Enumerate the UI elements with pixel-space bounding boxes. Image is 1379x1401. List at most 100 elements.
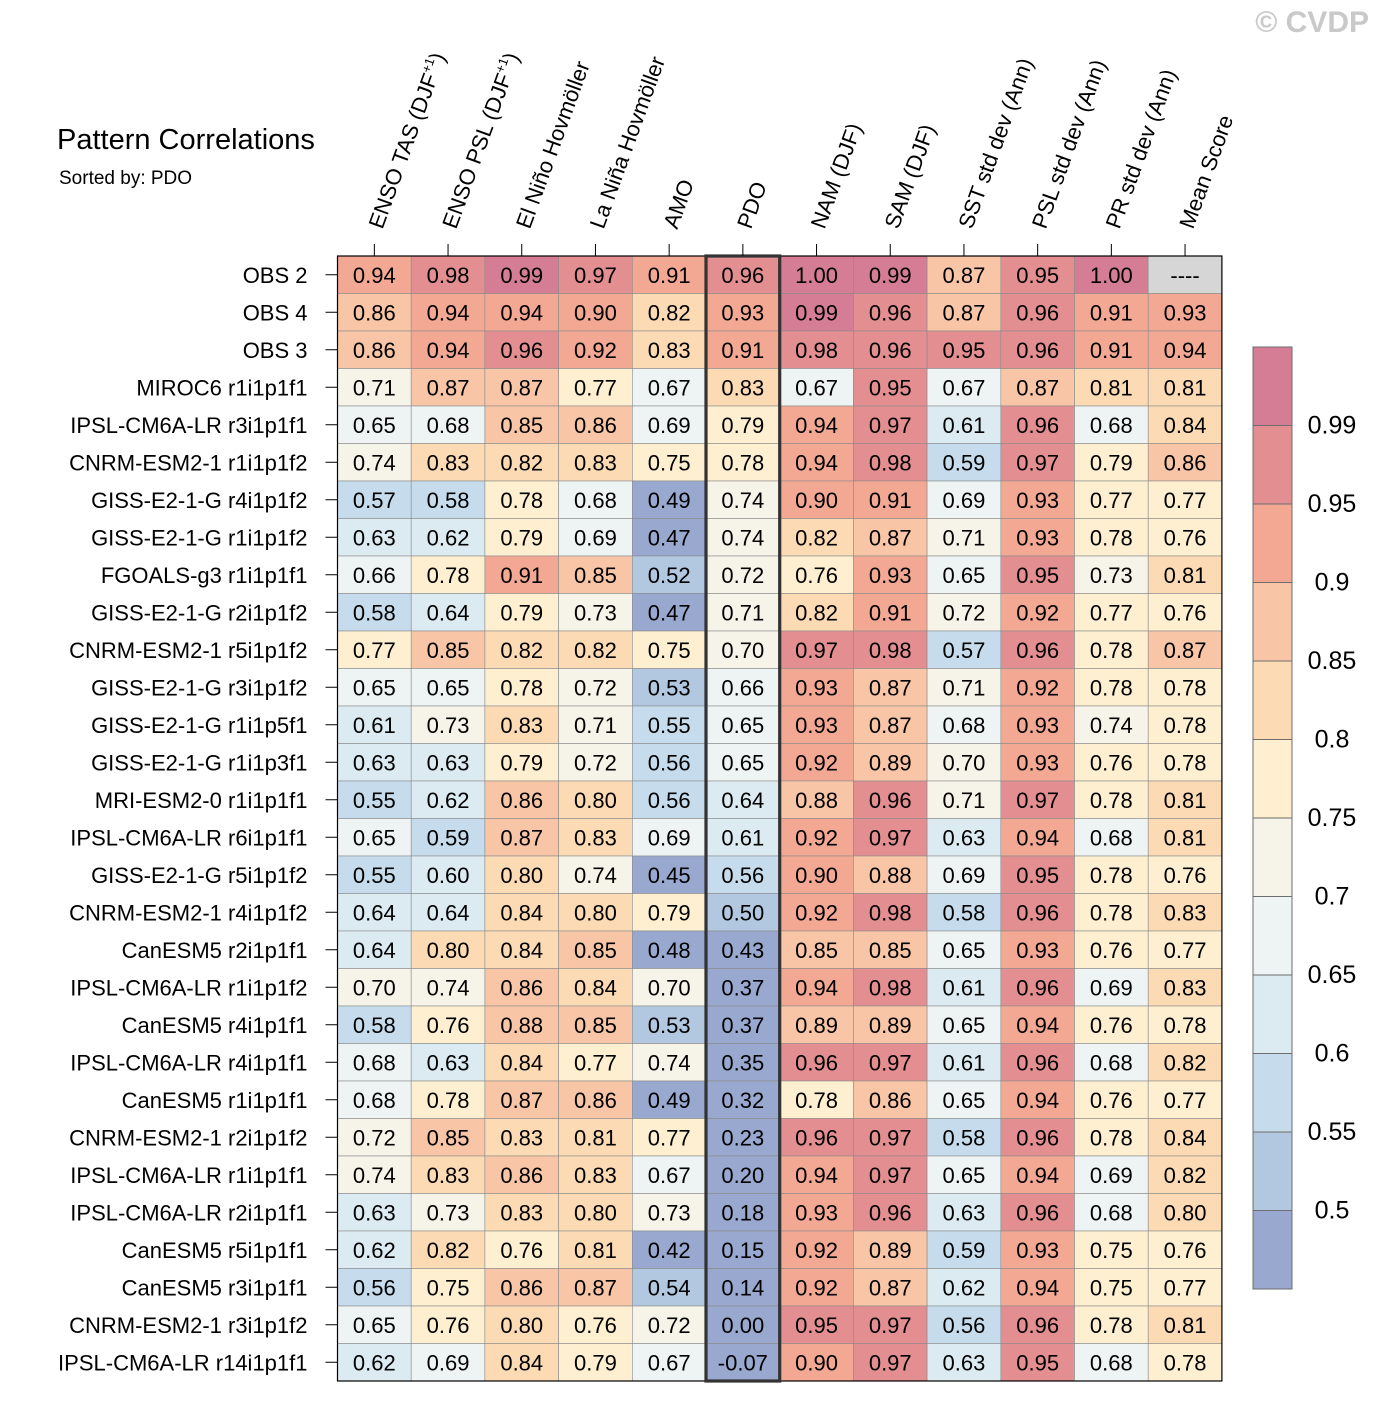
- heatmap-cell: [631, 1080, 707, 1119]
- heatmap-cell: [705, 1193, 780, 1232]
- heatmap-cell: [1000, 1043, 1075, 1082]
- heatmap-cell: [705, 293, 780, 332]
- cell-value-label: 0.68: [1090, 413, 1133, 438]
- cell-value-label: 0.87: [574, 1275, 617, 1300]
- cell-value-label: 0.79: [721, 413, 764, 438]
- heatmap-cell: [337, 705, 412, 744]
- cell-value-label: 0.72: [353, 1125, 396, 1150]
- row-label: IPSL-CM6A-LR r4i1p1f1: [70, 1050, 307, 1075]
- cell-value-label: 0.61: [943, 413, 986, 438]
- cell-value-label: 0.49: [648, 488, 691, 513]
- heatmap-cell: [410, 668, 486, 707]
- cell-value-label: 0.76: [1164, 525, 1207, 550]
- heatmap-cell: [1074, 1043, 1149, 1082]
- cell-value-label: 0.93: [1016, 525, 1059, 550]
- heatmap-cell: [1147, 743, 1223, 782]
- cell-value-label: 0.64: [427, 600, 470, 625]
- heatmap-cell: [484, 480, 559, 519]
- cell-value-label: 0.93: [1016, 938, 1059, 963]
- cell-value-label: 0.83: [648, 338, 691, 363]
- cell-value-label: 0.94: [795, 975, 838, 1000]
- cell-value-label: 0.97: [869, 413, 912, 438]
- cell-value-label: 0.72: [721, 563, 764, 588]
- cell-value-label: 0.81: [574, 1238, 617, 1263]
- cell-value-label: 0.88: [500, 1013, 543, 1038]
- heatmap-cell: [853, 443, 928, 482]
- cell-value-label: 0.82: [795, 600, 838, 625]
- cell-value-label: 0.97: [1016, 450, 1059, 475]
- cell-value-label: 0.81: [1164, 788, 1207, 813]
- cell-value-label: 0.86: [500, 1163, 543, 1188]
- cell-value-label: 0.76: [1164, 1238, 1207, 1263]
- cell-value-label: 0.94: [1016, 1013, 1059, 1038]
- cell-value-label: 0.96: [869, 300, 912, 325]
- cell-value-label: 0.98: [869, 638, 912, 663]
- cell-value-label: 0.83: [1164, 900, 1207, 925]
- cell-value-label: 0.94: [1016, 1163, 1059, 1188]
- heatmap-cell: [779, 1268, 854, 1307]
- cell-value-label: 0.73: [648, 1200, 691, 1225]
- cell-value-label: 0.86: [353, 338, 396, 363]
- heatmap-cell: [484, 1118, 559, 1157]
- heatmap-cell: [484, 630, 559, 669]
- cell-value-label: 0.80: [427, 938, 470, 963]
- colorbar-tick-label: 0.9: [1315, 569, 1350, 597]
- cell-value-label: 0.94: [1164, 338, 1207, 363]
- heatmap-cell: [1000, 1005, 1075, 1044]
- heatmap-cell: [337, 668, 412, 707]
- cell-value-label: 0.94: [353, 263, 396, 288]
- row-label: GISS-E2-1-G r2i1p1f2: [91, 600, 307, 625]
- cell-value-label: 0.96: [500, 338, 543, 363]
- heatmap-cell: [558, 1230, 633, 1269]
- heatmap-cell: [484, 855, 559, 894]
- cell-value-label: 0.84: [500, 1050, 543, 1075]
- cell-value-label: 0.83: [500, 1125, 543, 1150]
- heatmap-cell: [1147, 668, 1223, 707]
- cell-value-label: 0.62: [353, 1350, 396, 1375]
- heatmap-cell: [926, 893, 1002, 932]
- cell-value-label: 0.56: [648, 788, 691, 813]
- cell-value-label: 0.95: [1016, 563, 1059, 588]
- cell-value-label: 0.68: [1090, 825, 1133, 850]
- colorbar-segment: [1253, 739, 1292, 818]
- cell-value-label: 0.87: [943, 263, 986, 288]
- column-label: NAM (DJF): [806, 120, 867, 232]
- cell-value-label: 0.77: [574, 375, 617, 400]
- cell-value-label: 0.81: [574, 1125, 617, 1150]
- cell-value-label: 0.69: [1090, 975, 1133, 1000]
- cell-value-label: 0.80: [574, 1200, 617, 1225]
- column-label: ENSO PSL (DJF+1): [436, 49, 524, 232]
- cell-value-label: 0.96: [1016, 1200, 1059, 1225]
- cell-value-label: 0.65: [353, 825, 396, 850]
- row-label: OBS 2: [243, 263, 308, 288]
- heatmap-cell: [926, 1230, 1002, 1269]
- cell-value-label: 0.96: [869, 1200, 912, 1225]
- cell-value-label: 0.86: [1164, 450, 1207, 475]
- heatmap-cell: [1000, 930, 1075, 969]
- cell-value-label: 0.80: [574, 788, 617, 813]
- cell-value-label: 0.83: [427, 1163, 470, 1188]
- cell-value-label: 0.59: [427, 825, 470, 850]
- cell-value-label: 0.84: [500, 1350, 543, 1375]
- cell-value-label: 0.63: [943, 1350, 986, 1375]
- column-label: AMO: [658, 176, 699, 232]
- heatmap-cell: [705, 330, 780, 369]
- chart-title: Pattern Correlations: [57, 124, 315, 156]
- heatmap-cell: [484, 668, 559, 707]
- heatmap-cell: [484, 818, 559, 857]
- heatmap-cell: [926, 293, 1002, 332]
- heatmap-cell: [410, 368, 486, 407]
- heatmap-cell: [1000, 968, 1075, 1007]
- cell-value-label: 0.84: [500, 900, 543, 925]
- cell-value-label: 0.48: [648, 938, 691, 963]
- cell-value-label: 0.93: [1164, 300, 1207, 325]
- cell-value-label: 0.58: [943, 900, 986, 925]
- cell-value-label: 0.63: [427, 1050, 470, 1075]
- heatmap-cell: [1147, 255, 1223, 294]
- cell-value-label: 0.55: [353, 788, 396, 813]
- cell-value-label: 0.82: [648, 300, 691, 325]
- heatmap-cell: [558, 518, 633, 557]
- heatmap-cell: [484, 1305, 559, 1344]
- heatmap-cell: [853, 630, 928, 669]
- heatmap-cell: [705, 405, 780, 444]
